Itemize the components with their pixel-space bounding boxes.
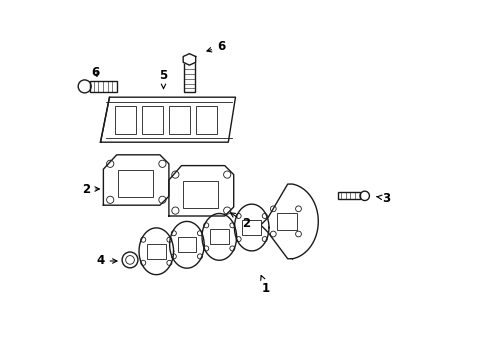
Text: 6: 6 (91, 66, 99, 78)
Bar (276, 213, 296, 230)
Polygon shape (202, 213, 236, 260)
Text: 4: 4 (96, 255, 117, 267)
Bar (209, 229, 228, 244)
Polygon shape (168, 166, 233, 216)
Bar (90, 81, 117, 92)
Polygon shape (101, 97, 235, 142)
Bar (337, 192, 360, 199)
Text: 2: 2 (82, 183, 99, 195)
Text: 3: 3 (376, 192, 390, 204)
Bar (168, 106, 189, 134)
Text: 6: 6 (206, 40, 225, 53)
Text: 5: 5 (159, 69, 167, 89)
Polygon shape (103, 155, 168, 205)
Bar (196, 106, 216, 134)
Bar (177, 237, 196, 252)
Text: 1: 1 (260, 275, 269, 294)
Polygon shape (234, 204, 268, 251)
Bar (146, 244, 165, 259)
Bar (142, 106, 163, 134)
Bar (183, 62, 194, 92)
Polygon shape (169, 221, 204, 268)
Bar (115, 106, 136, 134)
Bar (242, 220, 261, 235)
Bar (182, 181, 218, 208)
Polygon shape (260, 184, 318, 259)
Bar (118, 170, 153, 197)
Text: 2: 2 (230, 213, 250, 230)
Polygon shape (183, 54, 195, 65)
Polygon shape (139, 228, 173, 275)
